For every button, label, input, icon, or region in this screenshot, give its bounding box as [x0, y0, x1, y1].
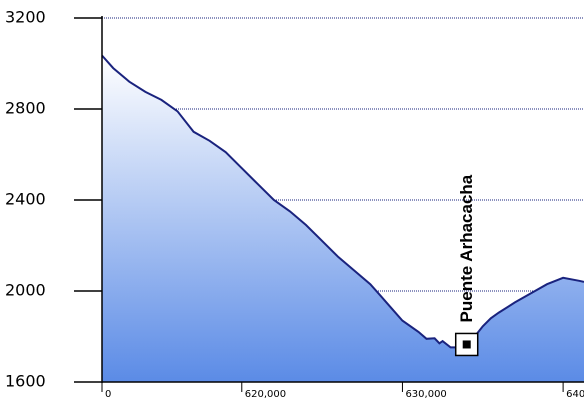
- marker-dot: [462, 340, 471, 349]
- y-tick-label-2000: 2000: [5, 281, 46, 300]
- x-tick-label-3: 640,000: [566, 389, 584, 400]
- x-axis-ticks: 0 620,000 630,000 640,000: [101, 382, 584, 400]
- y-tick-label-1600: 1600: [5, 372, 46, 391]
- x-tick-label-2: 630,000: [405, 389, 446, 400]
- elevation-line: [101, 54, 584, 349]
- x-tick-label-1: 620,000: [245, 389, 286, 400]
- y-axis-ticks: 1600 2000 2400 2800 3200: [5, 8, 102, 391]
- y-tick-label-2400: 2400: [5, 190, 46, 209]
- y-tick-label-2800: 2800: [5, 99, 46, 118]
- annotations: Puente Arhacacha: [454, 174, 479, 357]
- y-tick-label-3200: 3200: [5, 8, 46, 27]
- annotation-label: Puente Arhacacha: [457, 174, 476, 322]
- x-tick-label-0: 0: [105, 389, 111, 400]
- elevation-area: [102, 55, 584, 382]
- annotation-marker: [454, 332, 479, 357]
